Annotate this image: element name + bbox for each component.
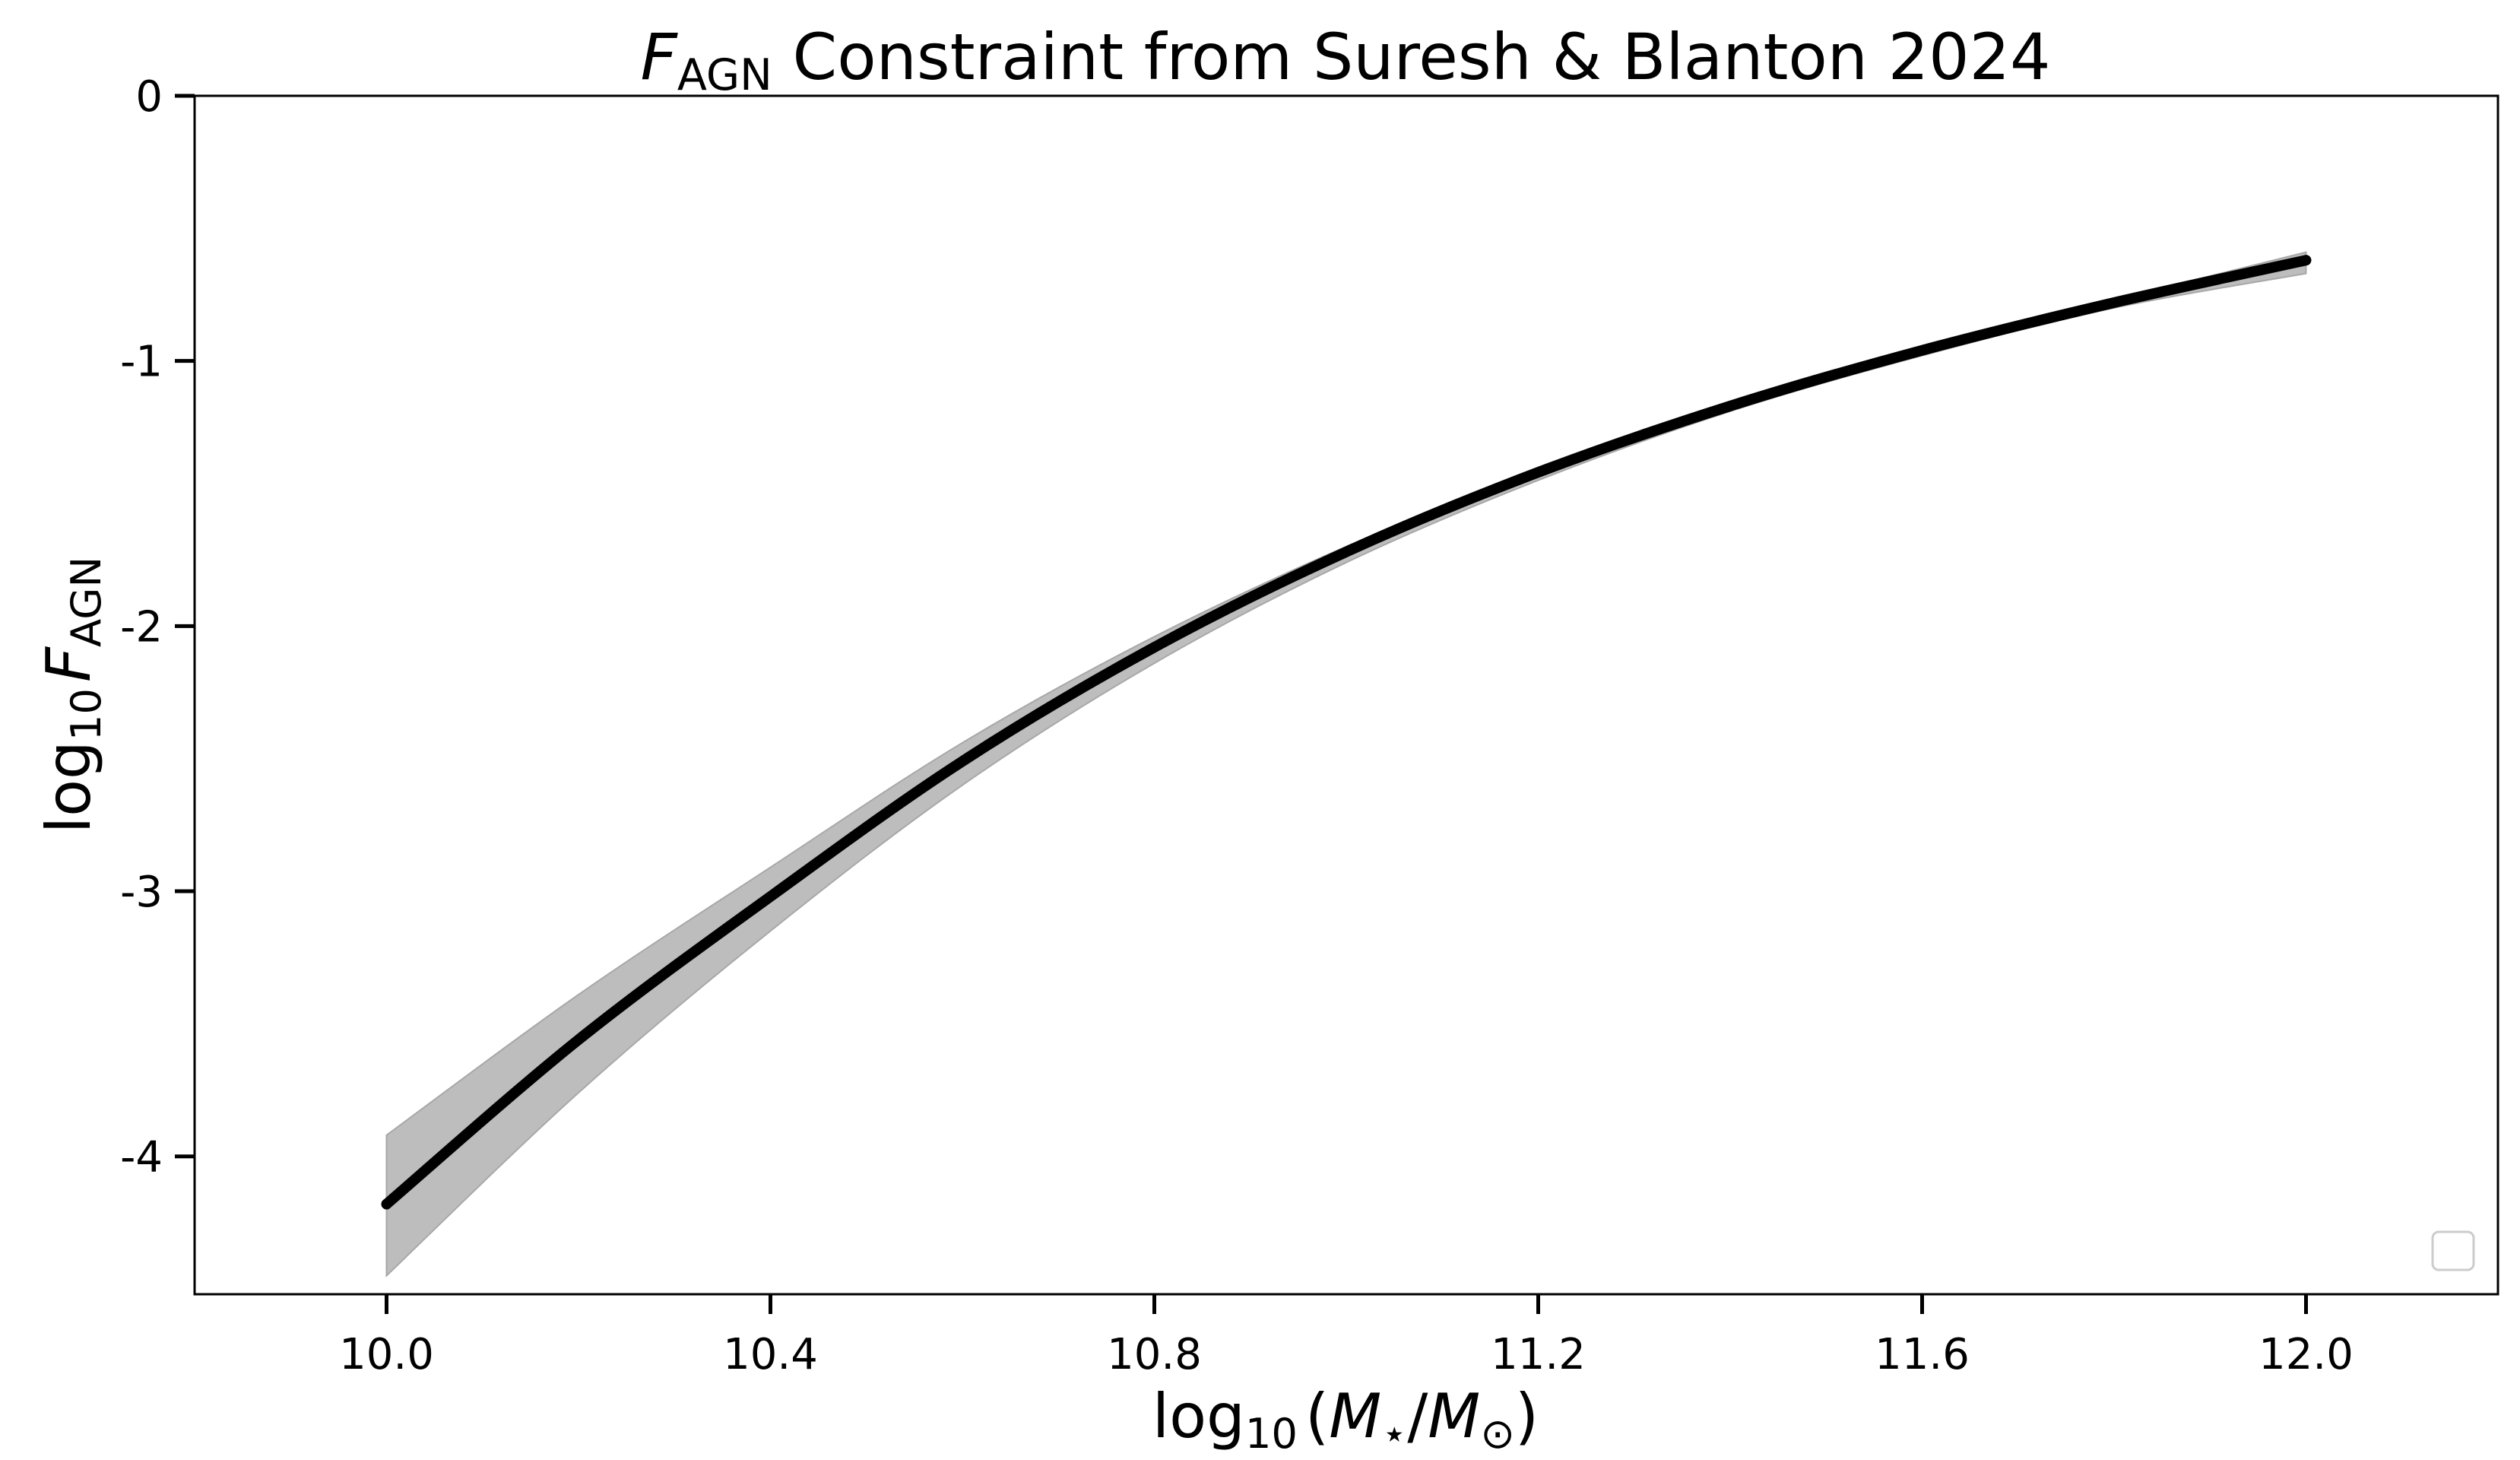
- confidence-band: [385, 251, 2307, 1278]
- y-tick-label: -4: [120, 1133, 163, 1182]
- xlabel-solar-mass: M: [1428, 1381, 1480, 1452]
- x-axis: 10.0 10.4 10.8 11.2 11.6 12.0: [339, 1294, 2354, 1379]
- plot-frame: [193, 94, 2499, 1296]
- x-tick-label: 11.2: [1491, 1330, 1586, 1379]
- xlabel-slash: /: [1407, 1381, 1428, 1452]
- xlabel-star-symbol: ⋆: [1381, 1410, 1407, 1458]
- x-tick-label: 11.6: [1875, 1330, 1970, 1379]
- title-variable: F: [640, 20, 678, 94]
- xlabel-mass: M: [1329, 1381, 1381, 1452]
- x-tick-label: 10.4: [723, 1330, 818, 1379]
- y-tick-label: -3: [120, 868, 163, 917]
- xlabel-close-paren: ): [1515, 1381, 1539, 1452]
- chart-title: FAGN Constraint from Suresh & Blanton 20…: [640, 20, 2050, 100]
- x-axis-title: log10 (M⋆/M⊙): [1152, 1381, 1539, 1458]
- ylabel-variable-subscript: AGN: [62, 557, 110, 647]
- y-tick-label: -2: [120, 602, 163, 652]
- xlabel-open-paren: (: [1305, 1381, 1329, 1452]
- xlabel-log: log: [1152, 1381, 1245, 1452]
- y-axis: 0 -1 -2 -3 -4: [120, 72, 195, 1182]
- title-text: Constraint from Suresh & Blanton 2024: [772, 20, 2051, 94]
- ylabel-log-subscript: 10: [62, 688, 110, 741]
- title-variable-subscript: AGN: [677, 50, 772, 100]
- xlabel-log-subscript: 10: [1245, 1410, 1298, 1458]
- series-line: [381, 255, 2312, 1210]
- x-tick-label: 10.0: [339, 1330, 434, 1379]
- xlabel-sun-symbol: ⊙: [1480, 1410, 1515, 1458]
- x-tick-label: 12.0: [2258, 1330, 2354, 1379]
- ylabel-log: log: [33, 741, 104, 833]
- x-tick-label: 10.8: [1107, 1330, 1202, 1379]
- y-tick-label: -1: [120, 338, 163, 387]
- y-tick-label: 0: [135, 72, 163, 122]
- y-axis-title: log10 FAGN: [33, 557, 110, 833]
- legend-box: [2431, 1230, 2475, 1271]
- plot-area: [381, 251, 2312, 1278]
- ylabel-variable: F: [33, 646, 104, 682]
